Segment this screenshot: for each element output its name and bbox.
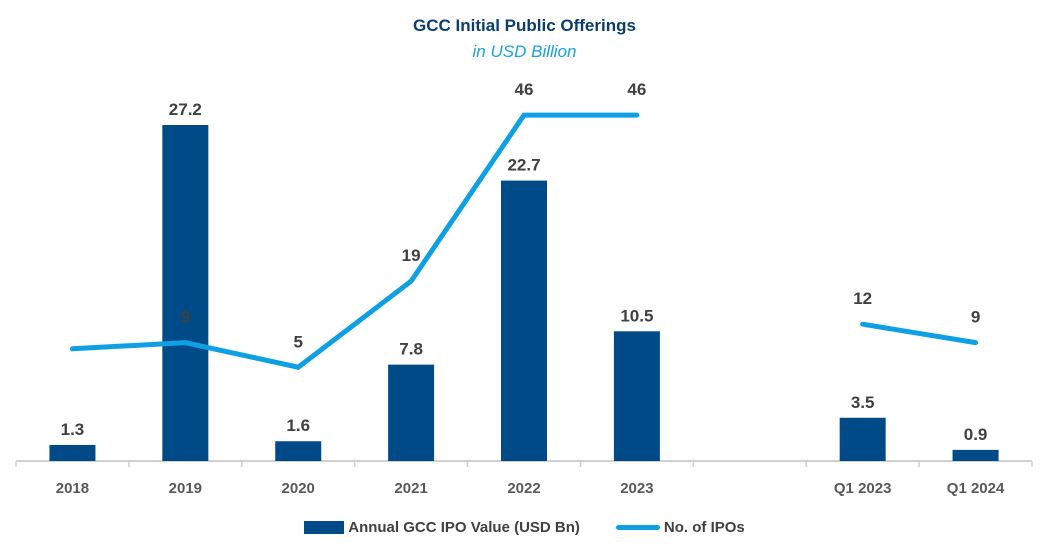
x-tick-label: Q1 2024 (947, 480, 1005, 497)
x-tick-label: 2018 (56, 480, 89, 497)
bar-ipo-value[interactable] (613, 331, 660, 461)
legend-line-swatch (615, 525, 660, 530)
chart-subtitle: in USD Billion (472, 42, 577, 61)
bar-ipo-value[interactable] (162, 125, 209, 461)
legend-item-bar[interactable]: Annual GCC IPO Value (USD Bn) (304, 519, 580, 536)
bar-data-label: 10.5 (620, 306, 653, 325)
bar-data-label: 0.9 (964, 425, 988, 444)
legend-item-line[interactable]: No. of IPOs (615, 519, 745, 536)
line-data-label: 12 (853, 289, 872, 308)
x-tick-label: 2021 (394, 480, 427, 497)
line-data-label: 46 (515, 80, 534, 99)
x-tick-label: Q1 2023 (834, 480, 892, 497)
line-data-label: 46 (627, 80, 646, 99)
bar-data-label: 7.8 (399, 340, 423, 359)
bar-ipo-value[interactable] (952, 449, 999, 461)
bar-ipo-value[interactable] (839, 417, 886, 461)
x-tick-label: 2020 (282, 480, 315, 497)
line-data-label: 9 (971, 308, 980, 327)
line-data-label: 5 (293, 332, 302, 351)
bar-data-label: 1.3 (61, 420, 85, 439)
bar-ipo-value[interactable] (388, 364, 435, 461)
x-tick-label: 2019 (169, 480, 202, 497)
bar-ipo-value[interactable] (501, 180, 547, 461)
line-ipo-count[interactable] (69, 112, 640, 370)
line-data-label: 19 (402, 246, 421, 265)
legend: Annual GCC IPO Value (USD Bn) No. of IPO… (0, 519, 1049, 536)
x-tick-label: 2023 (620, 480, 653, 497)
legend-bar-swatch (304, 521, 345, 534)
legend-bar-label: Annual GCC IPO Value (USD Bn) (348, 519, 580, 536)
line-data-label: 9 (181, 308, 190, 327)
x-tick-label: 2022 (507, 480, 540, 497)
bar-ipo-value[interactable] (49, 444, 96, 461)
legend-line-label: No. of IPOs (663, 519, 745, 536)
bar-data-label: 22.7 (507, 156, 540, 175)
chart-title: GCC Initial Public Offerings (413, 16, 636, 35)
bar-data-label: 1.6 (286, 416, 310, 435)
line-ipo-count[interactable] (860, 321, 979, 346)
bar-data-label: 3.5 (851, 393, 875, 412)
bar-data-label: 27.2 (169, 100, 202, 119)
bar-ipo-value[interactable] (275, 441, 322, 461)
